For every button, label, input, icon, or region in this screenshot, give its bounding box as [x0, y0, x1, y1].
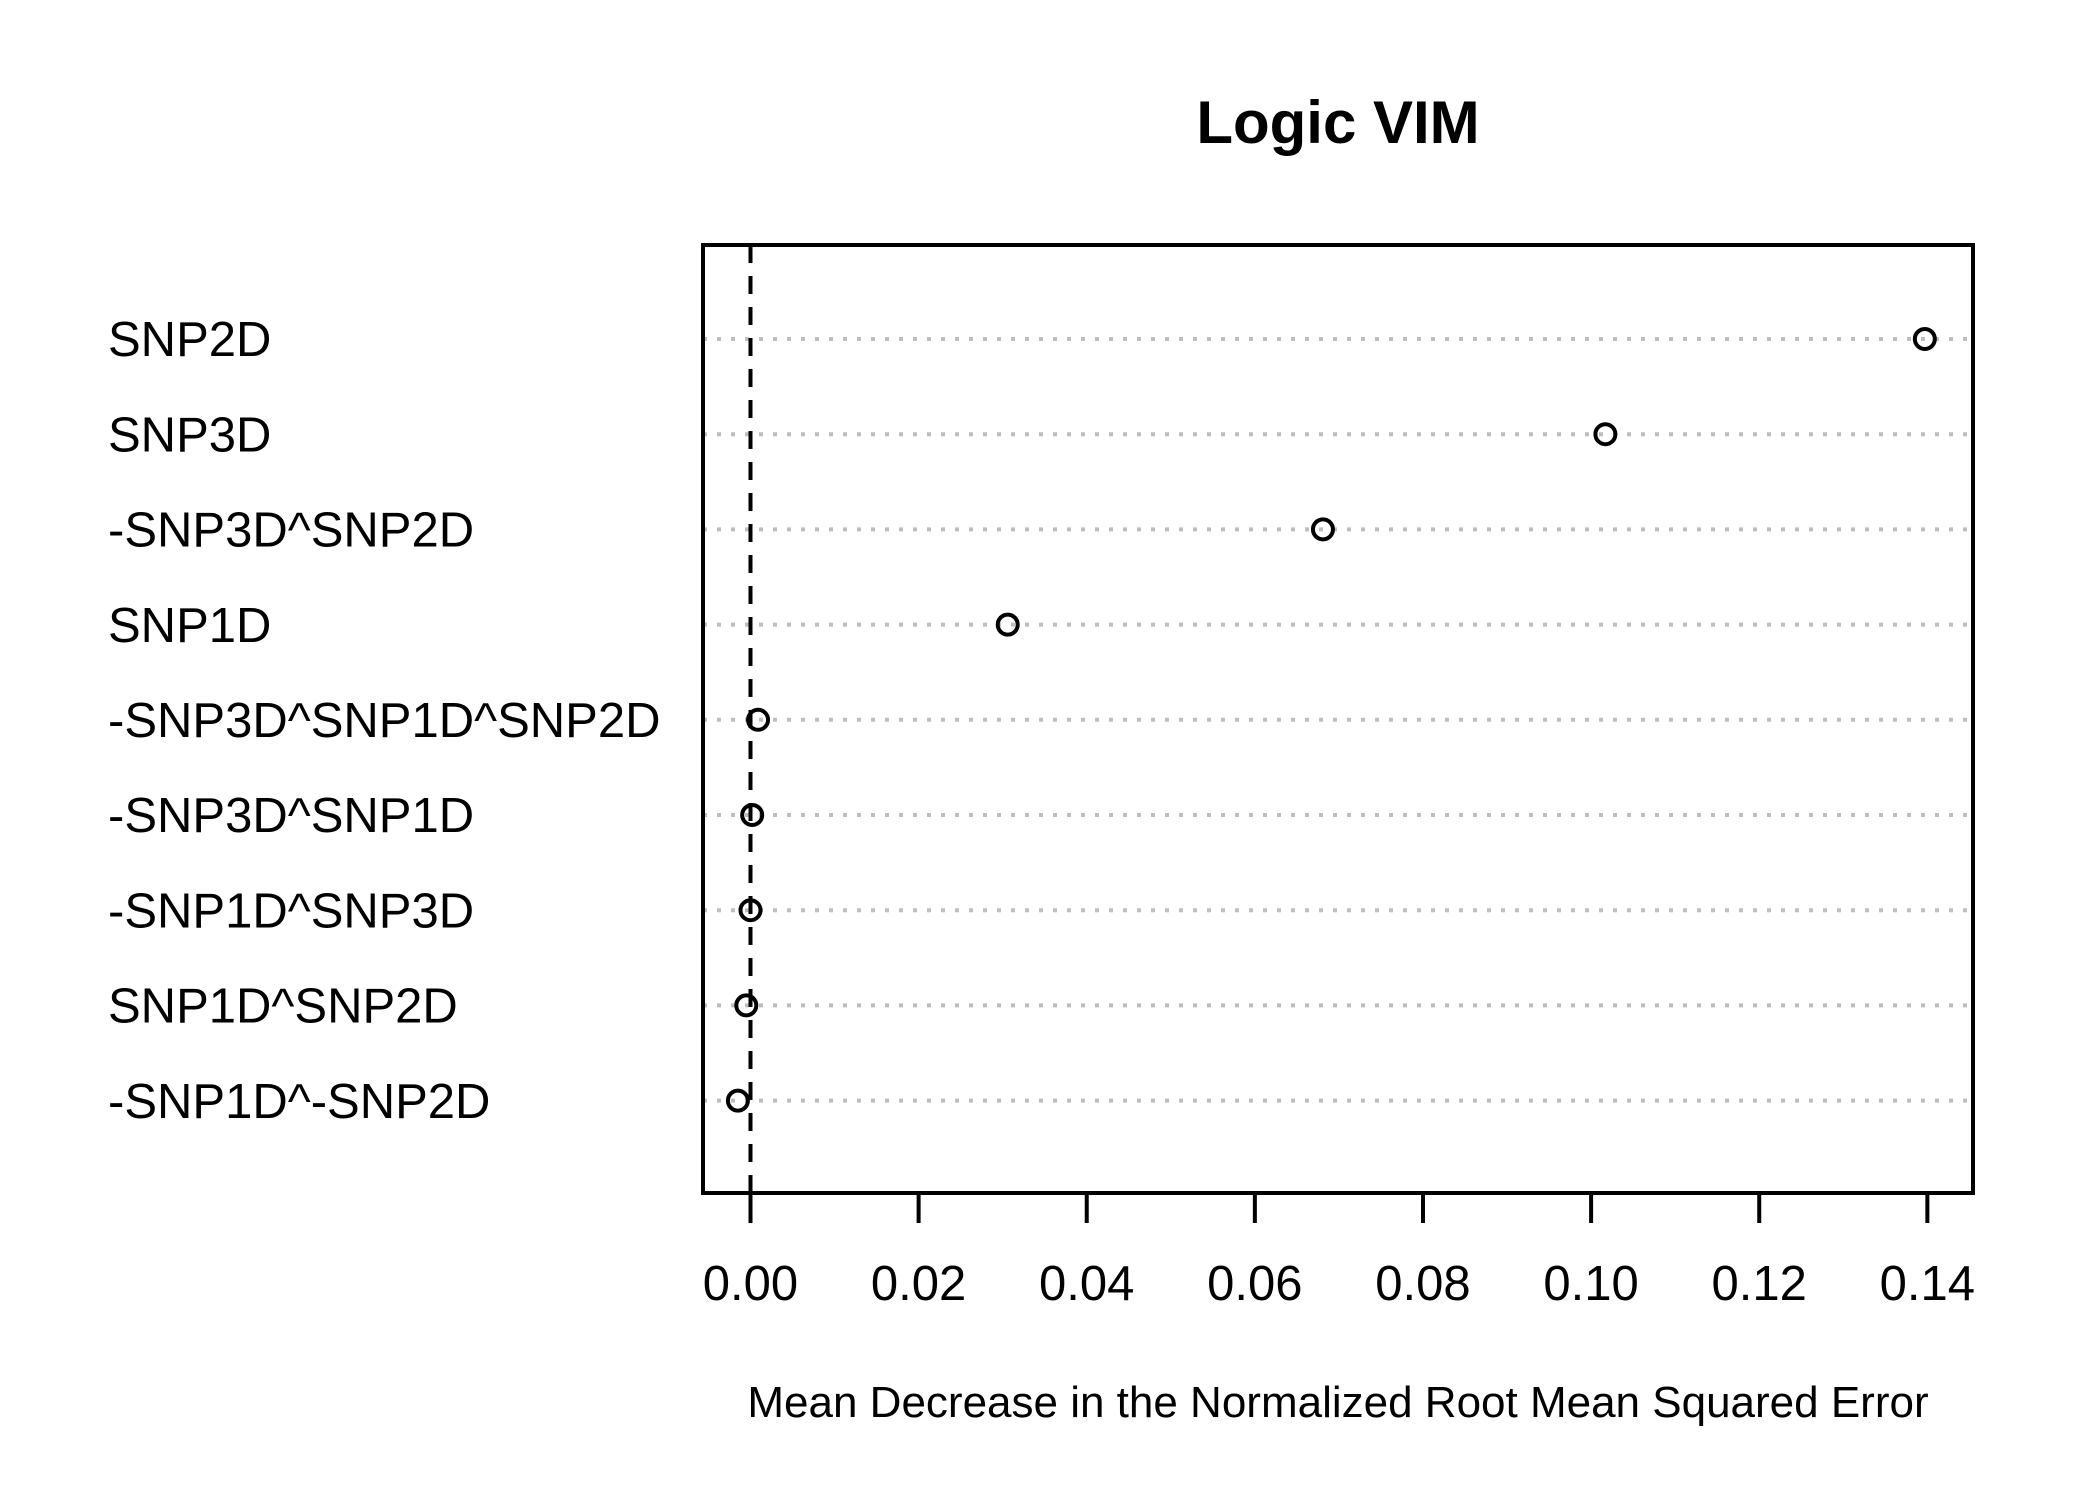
x-tick-label: 0.02: [871, 1257, 966, 1311]
category-label: -SNP1D^-SNP2D: [108, 1075, 490, 1129]
data-point: [1310, 517, 1335, 542]
category-label: SNP1D: [108, 599, 271, 653]
category-label: SNP1D^SNP2D: [108, 980, 458, 1034]
category-label: SNP3D: [108, 408, 271, 462]
data-point: [740, 803, 765, 827]
data-point: [725, 1088, 750, 1113]
data-point: [746, 707, 771, 732]
data-point: [738, 898, 763, 923]
x-tick-label: 0.04: [1039, 1257, 1134, 1311]
data-point: [1593, 422, 1618, 447]
x-tick-label: 0.14: [1880, 1257, 1975, 1311]
category-label: -SNP3D^SNP1D: [108, 789, 474, 843]
category-label: SNP2D: [108, 313, 271, 367]
x-tick-label: 0.00: [703, 1257, 798, 1311]
category-label: -SNP3D^SNP2D: [108, 504, 474, 558]
chart-title: Logic VIM: [1196, 89, 1480, 156]
plot-box: [701, 243, 1975, 1195]
data-point: [1912, 327, 1937, 351]
data-point: [995, 612, 1020, 637]
data-point: [734, 993, 759, 1018]
x-tick-label: 0.06: [1207, 1257, 1302, 1311]
x-tick-label: 0.12: [1712, 1257, 1807, 1311]
x-tick-label: 0.10: [1543, 1257, 1638, 1311]
x-axis-title: Mean Decrease in the Normalized Root Mea…: [747, 1378, 1929, 1427]
category-label: -SNP1D^SNP3D: [108, 884, 474, 938]
category-label: -SNP3D^SNP1D^SNP2D: [108, 694, 660, 748]
x-tick-label: 0.08: [1375, 1257, 1470, 1311]
